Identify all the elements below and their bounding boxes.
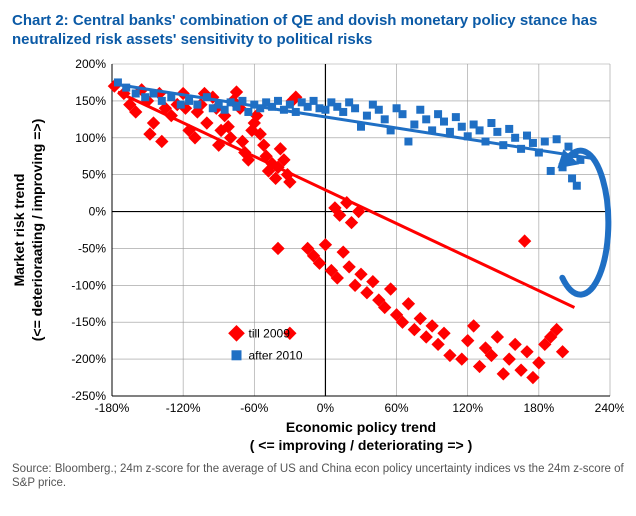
svg-text:150%: 150%: [75, 93, 106, 107]
svg-text:Market risk trend: Market risk trend: [12, 173, 27, 286]
svg-text:60%: 60%: [385, 401, 409, 415]
svg-text:till 2009: till 2009: [249, 326, 291, 340]
scatter-chart: -180% -120% -60% 0% 60% 120% 180% 240% -250% -200…: [12, 56, 624, 456]
svg-text:-120%: -120%: [166, 401, 201, 415]
svg-text:Economic policy trend: Economic policy trend: [286, 419, 436, 435]
svg-text:after 2010: after 2010: [249, 348, 303, 362]
svg-text:( <= improving / deteriorating: ( <= improving / deteriorating => ): [250, 437, 473, 453]
chart-title: Chart 2: Central banks' combination of Q…: [12, 12, 624, 50]
svg-text:100%: 100%: [75, 130, 106, 144]
svg-text:-150%: -150%: [71, 315, 106, 329]
svg-text:200%: 200%: [75, 57, 106, 71]
svg-text:0%: 0%: [89, 204, 107, 218]
svg-text:(<= deterioraating / improving: (<= deterioraating / improving =>): [29, 118, 45, 341]
svg-text:-50%: -50%: [78, 241, 106, 255]
svg-text:-250%: -250%: [71, 389, 106, 403]
source-note: Source: Bloomberg.; 24m z-score for the …: [12, 462, 624, 492]
svg-text:-60%: -60%: [240, 401, 268, 415]
svg-text:-100%: -100%: [71, 278, 106, 292]
svg-text:50%: 50%: [82, 167, 106, 181]
svg-text:-200%: -200%: [71, 352, 106, 366]
svg-text:180%: 180%: [524, 401, 555, 415]
svg-text:0%: 0%: [317, 401, 335, 415]
svg-text:240%: 240%: [595, 401, 624, 415]
svg-text:120%: 120%: [452, 401, 483, 415]
svg-text:-180%: -180%: [95, 401, 130, 415]
